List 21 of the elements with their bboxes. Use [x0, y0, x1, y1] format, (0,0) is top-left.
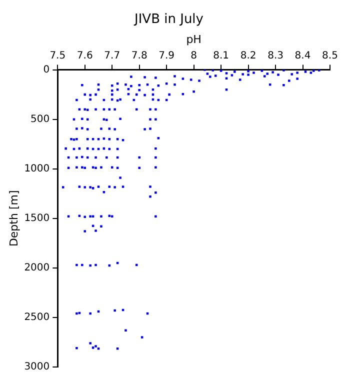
y-tick-label: 3000: [24, 362, 50, 373]
x-tick-label: 8: [190, 50, 198, 62]
y-tick-label: 2500: [24, 312, 50, 324]
chart-title: JIVB in July: [134, 12, 204, 28]
x-tick-label: 7.8: [131, 50, 148, 62]
x-tick-label: 7.9: [158, 50, 175, 62]
y-tick-label: 2000: [24, 262, 50, 274]
x-tick-label: 8.2: [240, 50, 256, 62]
x-tick-label: 8.5: [322, 50, 338, 62]
y-tick-label: 500: [30, 114, 50, 125]
x-tick-label: 7.7: [104, 50, 120, 62]
x-tick-label: 7.6: [76, 50, 93, 62]
x-tick-label: 8.4: [294, 50, 311, 62]
y-tick-label: 0: [43, 64, 50, 76]
x-tick-label: 7.5: [50, 50, 66, 62]
x-tick-label: 8.1: [213, 50, 230, 62]
y-axis-title: Depth [m]: [7, 190, 20, 247]
x-tick-label: 8.3: [268, 50, 284, 62]
x-axis-title: pH: [186, 33, 202, 46]
y-tick-label: 1000: [24, 163, 50, 174]
y-tick-label: 1500: [24, 212, 50, 224]
